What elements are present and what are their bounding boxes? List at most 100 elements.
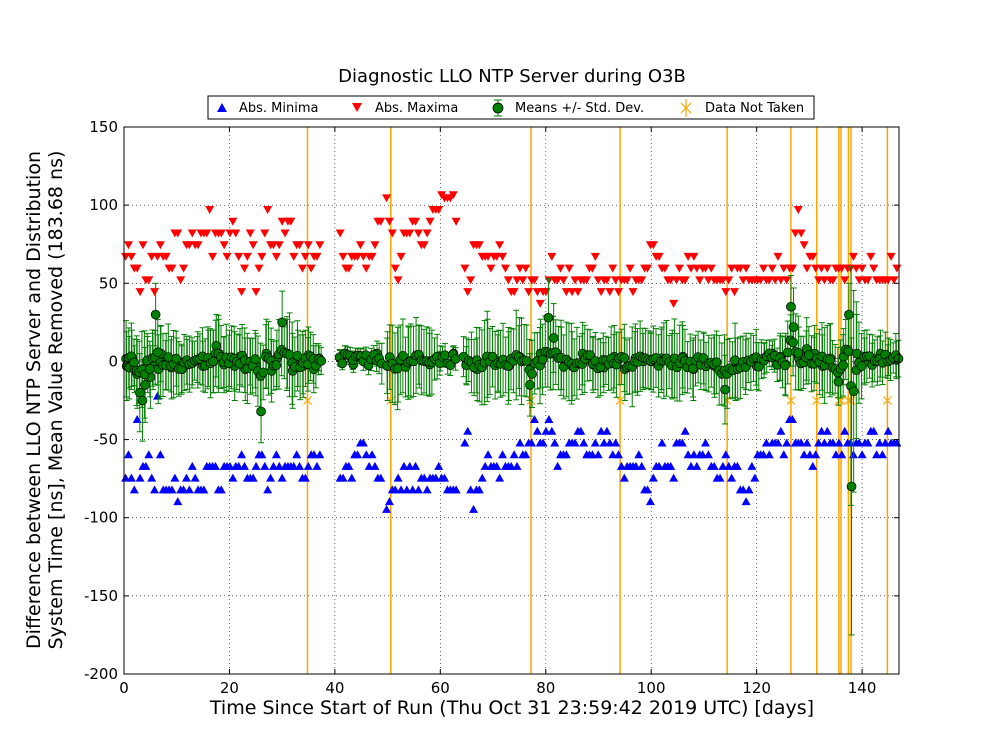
minima-point xyxy=(274,461,284,470)
maxima-point xyxy=(387,229,397,238)
minima-point xyxy=(338,473,348,482)
maxima-point xyxy=(764,276,774,285)
means-point xyxy=(445,360,456,371)
maxima-point xyxy=(492,252,502,261)
maxima-point xyxy=(857,264,867,273)
minima-point xyxy=(759,450,769,459)
minima-point xyxy=(300,473,310,482)
maxima-point xyxy=(637,276,647,285)
maxima-point xyxy=(376,217,386,226)
minima-point xyxy=(126,473,136,482)
minima-point xyxy=(608,450,618,459)
maxima-point xyxy=(817,264,826,273)
maxima-point xyxy=(605,288,615,297)
means-point xyxy=(780,360,790,371)
maxima-point xyxy=(608,264,618,273)
minima-point xyxy=(808,461,818,470)
means-point xyxy=(150,309,161,320)
maxima-point xyxy=(126,252,136,261)
minima-point xyxy=(738,485,748,494)
minima-point xyxy=(187,461,197,470)
maxima-point xyxy=(179,264,189,273)
minima-point xyxy=(741,497,751,506)
minima-point xyxy=(257,450,267,459)
maxima-point xyxy=(138,241,148,250)
axis-ticks: 0 20 40 60 80 100 120 140 -200 -150 -100 -50 0 50 100 1… xyxy=(84,118,899,697)
minima-point xyxy=(353,450,363,459)
minima-point xyxy=(440,473,450,482)
minima-point xyxy=(509,450,519,459)
means-series xyxy=(121,266,904,636)
minima-point xyxy=(805,450,815,459)
minima-point xyxy=(837,450,847,459)
minima-point xyxy=(880,438,890,447)
minima-point xyxy=(463,426,473,435)
maxima-point xyxy=(419,241,429,250)
minima-point xyxy=(874,438,884,447)
maxima-point xyxy=(802,264,812,273)
x-tick-label: 20 xyxy=(220,679,239,697)
minima-point xyxy=(529,415,539,424)
minima-point xyxy=(773,438,783,447)
maxima-point xyxy=(411,217,421,226)
legend-not-taken-x2 xyxy=(680,102,692,114)
minima-point xyxy=(492,461,502,470)
minima-point xyxy=(822,426,832,435)
maxima-point xyxy=(553,276,563,285)
minima-point xyxy=(184,485,194,494)
maxima-point xyxy=(611,276,621,285)
minima-point xyxy=(268,461,278,470)
minima-point xyxy=(396,485,406,494)
minima-point xyxy=(538,438,548,447)
maxima-point xyxy=(260,229,270,238)
y-tick-label: -50 xyxy=(94,431,119,449)
maxima-point xyxy=(666,276,676,285)
maxima-point xyxy=(396,252,406,261)
maxima-point xyxy=(532,288,542,297)
minima-point xyxy=(506,461,516,470)
means-point xyxy=(284,349,295,360)
maxima-point xyxy=(466,276,476,285)
maxima-point xyxy=(788,264,798,273)
minima-point xyxy=(732,461,742,470)
plot-frame xyxy=(123,126,900,675)
minima-point xyxy=(512,461,522,470)
maxima-point xyxy=(614,288,624,297)
maxima-point xyxy=(425,217,435,226)
minima-point xyxy=(788,415,798,424)
maxima-point xyxy=(811,264,821,273)
minima-point xyxy=(266,473,276,482)
minima-point xyxy=(854,438,864,447)
minima-point xyxy=(477,473,487,482)
minima-point xyxy=(451,485,461,494)
maxima-point xyxy=(161,252,171,261)
maxima-point xyxy=(222,252,232,261)
maxima-point xyxy=(315,241,325,250)
maxima-point xyxy=(683,252,693,261)
minima-point xyxy=(263,485,273,494)
maxima-point xyxy=(216,229,226,238)
maxima-point xyxy=(393,276,403,285)
maxima-point xyxy=(361,264,371,273)
minima-point xyxy=(828,438,838,447)
minima-point xyxy=(181,473,191,482)
maxima-point xyxy=(793,206,803,215)
maxima-point xyxy=(184,241,194,250)
minima-point xyxy=(402,485,412,494)
maxima-point xyxy=(886,252,896,261)
maxima-point xyxy=(643,264,653,273)
means-point xyxy=(893,353,904,364)
maxima-point xyxy=(219,241,229,250)
maxima-point xyxy=(300,252,310,261)
means-point xyxy=(833,376,844,387)
minima-point xyxy=(761,438,771,447)
minima-point xyxy=(370,461,380,470)
maxima-point xyxy=(451,217,461,226)
minima-point xyxy=(431,473,441,482)
minima-point xyxy=(863,438,873,447)
maxima-point xyxy=(790,229,800,238)
maxima-point xyxy=(500,264,510,273)
minima-point xyxy=(550,438,560,447)
maxima-point xyxy=(295,241,305,250)
